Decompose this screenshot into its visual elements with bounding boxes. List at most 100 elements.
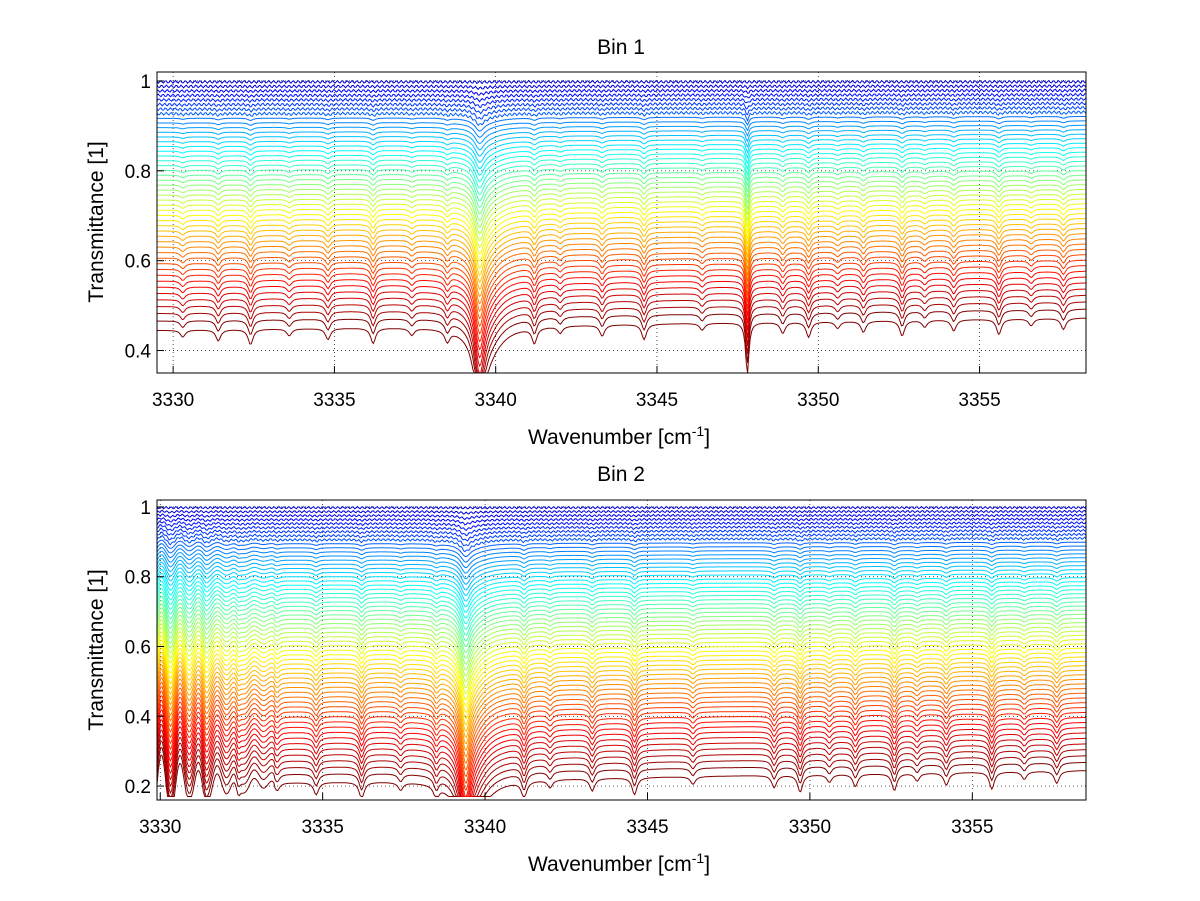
series-line bbox=[156, 543, 1087, 563]
y-tick-label: 1 bbox=[140, 498, 151, 519]
series-line bbox=[156, 520, 1087, 532]
series-line bbox=[157, 270, 1086, 351]
y-axis-label: Transmittance [1] bbox=[85, 141, 108, 302]
series-line bbox=[156, 509, 1087, 515]
series-line bbox=[157, 142, 1086, 170]
series-line bbox=[156, 664, 1086, 745]
axes-box bbox=[156, 499, 1087, 801]
series-line bbox=[157, 165, 1086, 202]
series-line bbox=[157, 170, 1086, 209]
x-axis-label: Wavenumber [cm-1] bbox=[528, 850, 710, 876]
series-line bbox=[156, 534, 1087, 553]
series-line bbox=[156, 92, 1087, 103]
series-line bbox=[157, 184, 1086, 228]
y-tick-label: 0.4 bbox=[125, 707, 152, 728]
y-ticks: 0.2 0.4 0.6 0.8 1 bbox=[125, 498, 164, 798]
series-line bbox=[156, 546, 1087, 569]
series-line bbox=[156, 643, 1086, 714]
series-line bbox=[157, 138, 1086, 163]
series-line bbox=[157, 147, 1086, 176]
panel-bin-2: Bin 2 3330 3335 3340 3345 3350 3355 0.2 0.4 0.6… bbox=[85, 463, 1087, 876]
x-tick-label: 3335 bbox=[302, 817, 344, 838]
series-line bbox=[156, 699, 1086, 798]
series-line bbox=[156, 677, 1087, 765]
chart-title: Bin 1 bbox=[597, 36, 645, 59]
series-line bbox=[157, 223, 1086, 283]
series-line bbox=[156, 88, 1087, 96]
series-line bbox=[156, 576, 1086, 613]
x-axis-label: Wavenumber [cm-1] bbox=[528, 423, 710, 449]
series-line bbox=[157, 203, 1086, 256]
x-axis-label-main: Wavenumber [cm bbox=[528, 853, 692, 876]
x-axis-label-main: Wavenumber [cm bbox=[528, 426, 692, 449]
series-line bbox=[157, 124, 1086, 145]
y-tick-label: 1 bbox=[140, 72, 151, 93]
series-line bbox=[156, 651, 1087, 726]
x-tick-label: 3340 bbox=[464, 817, 506, 838]
x-axis-label-sup: -1 bbox=[692, 850, 705, 866]
series-line bbox=[156, 513, 1087, 521]
series-line bbox=[156, 569, 1086, 602]
series-line bbox=[156, 607, 1086, 660]
series-line bbox=[157, 308, 1086, 374]
series-line bbox=[156, 591, 1086, 636]
series-line bbox=[156, 734, 1087, 797]
x-tick-label: 3345 bbox=[636, 390, 678, 411]
x-tick-label: 3330 bbox=[139, 817, 181, 838]
y-tick-label: 0.2 bbox=[125, 777, 151, 798]
series-line bbox=[156, 539, 1086, 558]
x-tick-label: 3345 bbox=[626, 817, 668, 838]
series-line bbox=[156, 595, 1086, 642]
series-line bbox=[157, 133, 1086, 157]
series-line bbox=[156, 588, 1086, 630]
series-line bbox=[156, 740, 1087, 797]
y-axis-label: Transmittance [1] bbox=[85, 569, 108, 730]
series-line bbox=[157, 179, 1086, 222]
series-line bbox=[156, 729, 1087, 797]
panel-bin-1: Bin 1 3330 3335 3340 3345 3350 3355 0.4 0.6 0.8… bbox=[85, 36, 1087, 449]
series-line bbox=[157, 160, 1086, 196]
series-line bbox=[156, 505, 1087, 510]
series-line bbox=[157, 248, 1086, 320]
series-line bbox=[156, 79, 1087, 85]
x-tick-label: 3350 bbox=[797, 390, 839, 411]
series-line bbox=[156, 631, 1086, 695]
series-line bbox=[157, 282, 1087, 367]
series-line bbox=[157, 213, 1086, 269]
series-line bbox=[156, 746, 1087, 797]
series-line bbox=[156, 713, 1086, 797]
series-line bbox=[156, 550, 1086, 574]
series-line bbox=[157, 218, 1086, 276]
series-line bbox=[156, 623, 1086, 683]
series-line bbox=[156, 101, 1087, 115]
series-line bbox=[156, 599, 1086, 648]
series-line bbox=[157, 243, 1086, 312]
x-tick-label: 3335 bbox=[313, 390, 355, 411]
series-line bbox=[156, 690, 1086, 785]
series-line bbox=[156, 97, 1087, 108]
series-line bbox=[156, 754, 1087, 797]
series-line bbox=[157, 129, 1086, 151]
x-tick-label: 3355 bbox=[951, 817, 993, 838]
axes-box bbox=[156, 71, 1087, 374]
x-axis-label-close: ] bbox=[704, 426, 710, 449]
y-tick-label: 0.8 bbox=[125, 568, 151, 589]
y-tick-label: 0.6 bbox=[125, 252, 151, 273]
series-line bbox=[156, 615, 1086, 671]
series-line bbox=[156, 709, 1086, 797]
series-line bbox=[156, 681, 1086, 771]
series-line bbox=[156, 668, 1086, 752]
series-line bbox=[156, 704, 1087, 797]
series-line bbox=[156, 301, 1086, 374]
x-ticks: 3330 3335 3340 3345 3350 3355 bbox=[139, 793, 993, 838]
chart-title: Bin 2 bbox=[597, 463, 645, 486]
x-tick-label: 3350 bbox=[789, 817, 831, 838]
x-tick-label: 3330 bbox=[152, 390, 194, 411]
series-line bbox=[156, 603, 1087, 654]
series-line bbox=[156, 647, 1087, 720]
series-line bbox=[156, 580, 1086, 619]
series-line bbox=[156, 110, 1087, 127]
series-line bbox=[156, 639, 1086, 708]
series-line bbox=[156, 655, 1086, 732]
series-line bbox=[156, 635, 1086, 701]
